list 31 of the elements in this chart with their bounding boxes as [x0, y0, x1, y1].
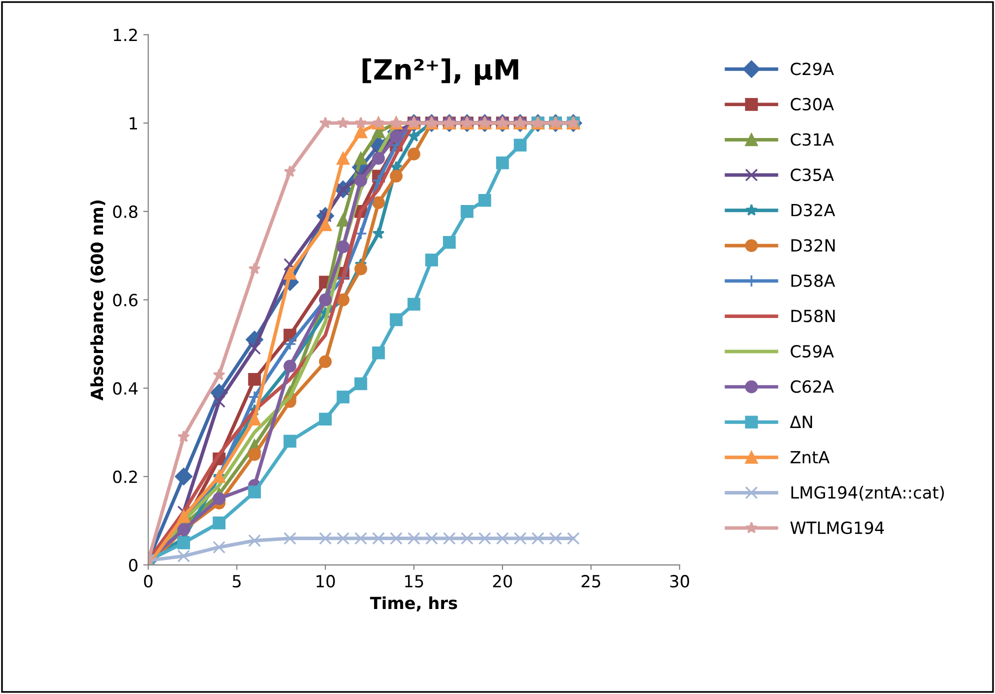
legend-label: C59A	[790, 344, 834, 358]
legend-label: ZntA	[790, 451, 830, 464]
legend-label: LMG194(zntA::cat)	[791, 486, 944, 501]
y-tick-label: 1.2	[114, 28, 137, 42]
legend-label: D58A	[791, 274, 836, 287]
legend-label: C31A	[790, 133, 834, 146]
legend-label: C30A	[790, 98, 834, 111]
y-tick-label: 0.8	[113, 205, 138, 218]
x-axis-title: Time, hrs	[370, 596, 458, 612]
text: [Zn²⁺], μM	[362, 58, 518, 86]
legend-label: C29A	[790, 62, 834, 76]
y-tick-label: 0.2	[113, 470, 137, 484]
x-tick-label: 5	[232, 575, 241, 588]
x-tick-label: 30	[670, 574, 690, 588]
x-tick-label: 20	[493, 574, 512, 588]
x-tick-label: 15	[405, 575, 424, 588]
x-tick-label: 10	[316, 574, 335, 588]
legend-label: D32N	[791, 239, 835, 252]
y-tick-label: 0	[129, 558, 138, 572]
legend-label: D32A	[791, 204, 836, 216]
y-tick-label: 0.6	[113, 294, 138, 306]
legend-label: ΔN	[790, 416, 812, 428]
x-tick-label: 25	[582, 574, 600, 588]
y-tick-label: 1	[130, 117, 137, 130]
legend-label: C62A	[790, 380, 834, 393]
x-tick-label: 0	[144, 574, 152, 588]
y-axis-title: Absorbance (600 nm)	[90, 200, 106, 400]
legend-label: C35A	[790, 168, 834, 182]
y-tick-label: 0.4	[113, 382, 138, 395]
legend-label: WTLMG194	[790, 521, 884, 534]
legend-label: D58N	[791, 310, 835, 322]
